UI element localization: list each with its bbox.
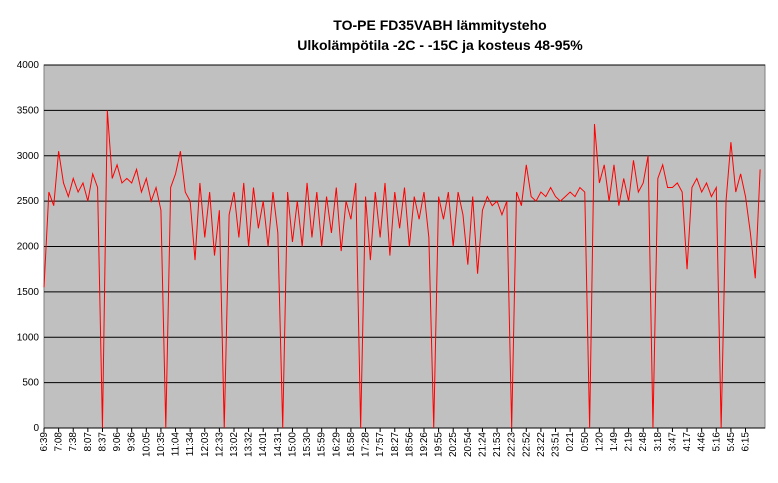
x-tick-label: 3:47 xyxy=(667,432,678,452)
y-tick-label: 3000 xyxy=(17,151,40,162)
x-tick-label: 6:15 xyxy=(741,432,752,452)
y-tick-label: 3500 xyxy=(17,105,40,116)
x-tick-label: 2:48 xyxy=(638,432,649,452)
y-tick-label: 2500 xyxy=(17,196,40,207)
x-tick-label: 5:45 xyxy=(726,432,737,452)
x-tick-label: 19:55 xyxy=(434,432,445,457)
x-tick-label: 19:26 xyxy=(419,432,430,457)
y-tick-label: 0 xyxy=(33,423,39,434)
y-tick-label: 500 xyxy=(22,378,39,389)
series-line xyxy=(43,110,761,429)
x-tick-label: 10:05 xyxy=(141,432,152,457)
x-tick-label: 14:31 xyxy=(273,432,284,457)
x-tick-label: 15:30 xyxy=(302,432,313,457)
y-tick-label: 1000 xyxy=(17,332,40,343)
x-tick-label: 4:46 xyxy=(697,432,708,452)
x-tick-label: 16:29 xyxy=(331,432,342,457)
x-tick-label: 13:32 xyxy=(244,432,255,457)
x-tick-label: 18:27 xyxy=(390,432,401,457)
x-tick-label: 1:20 xyxy=(594,432,605,452)
x-tick-label: 22:52 xyxy=(521,432,532,457)
x-tick-label: 20:54 xyxy=(463,432,474,457)
x-tick-label: 0:21 xyxy=(565,432,576,452)
x-tick-label: 6:39 xyxy=(39,432,50,452)
x-tick-label: 8:07 xyxy=(83,432,94,452)
x-tick-label: 23:22 xyxy=(536,432,547,457)
y-tick-label: 2000 xyxy=(17,242,40,253)
x-tick-label: 22:23 xyxy=(507,432,518,457)
x-tick-label: 7:08 xyxy=(54,432,65,452)
x-tick-label: 12:33 xyxy=(214,432,225,457)
x-tick-label: 17:57 xyxy=(375,432,386,457)
x-tick-label: 5:16 xyxy=(711,432,722,452)
y-tick-label: 1500 xyxy=(17,287,40,298)
x-tick-label: 1:49 xyxy=(609,432,620,452)
y-tick-label: 4000 xyxy=(17,60,40,71)
x-tick-label: 16:58 xyxy=(346,432,357,457)
x-tick-label: 14:01 xyxy=(258,432,269,457)
x-tick-label: 3:18 xyxy=(653,432,664,452)
chart-title: TO-PE FD35VABH lämmitysteho xyxy=(333,17,546,33)
x-tick-label: 20:25 xyxy=(448,432,459,457)
x-tick-label: 7:38 xyxy=(68,432,79,452)
x-tick-label: 4:17 xyxy=(682,432,693,452)
x-tick-label: 21:53 xyxy=(492,432,503,457)
x-tick-label: 9:36 xyxy=(127,432,138,452)
x-tick-label: 2:19 xyxy=(624,432,635,452)
x-tick-label: 23:51 xyxy=(551,432,562,457)
x-tick-label: 11:04 xyxy=(171,432,182,457)
x-tick-label: 18:56 xyxy=(404,432,415,457)
x-tick-label: 21:24 xyxy=(477,432,488,457)
x-tick-label: 10:35 xyxy=(156,432,167,457)
x-tick-label: 15:59 xyxy=(317,432,328,457)
x-tick-label: 15:00 xyxy=(287,432,298,457)
chart-subtitle: Ulkolämpötila -2C - -15C ja kosteus 48-9… xyxy=(297,37,583,53)
x-tick-label: 0:50 xyxy=(580,432,591,452)
x-tick-label: 17:28 xyxy=(361,432,372,457)
x-tick-label: 9:06 xyxy=(112,432,123,452)
x-tick-label: 13:02 xyxy=(229,432,240,457)
x-tick-label: 12:03 xyxy=(200,432,211,457)
x-tick-label: 11:34 xyxy=(185,432,196,457)
x-tick-label: 8:37 xyxy=(97,432,108,452)
